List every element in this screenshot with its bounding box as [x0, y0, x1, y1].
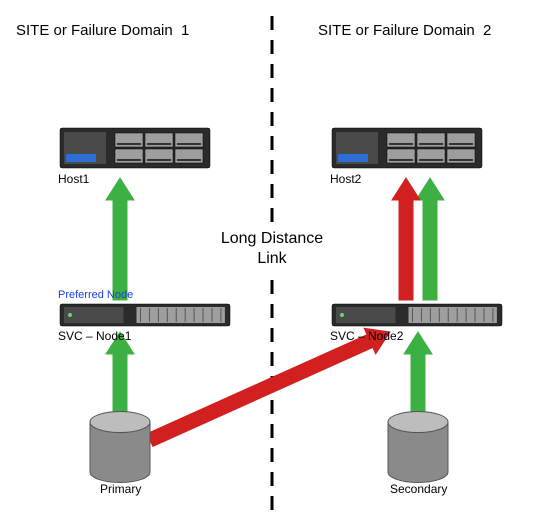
- long-distance-link-line2: Link: [210, 250, 334, 268]
- svc2-label: SVC – Node2: [330, 329, 403, 343]
- host1-label: Host1: [58, 172, 89, 186]
- svc1-label: SVC – Node1: [58, 329, 131, 343]
- host1-server: [60, 128, 210, 168]
- svc-node2: [332, 304, 502, 326]
- arrow-svc2-to-host2-red: [392, 178, 420, 300]
- long-distance-link-line1: Long Distance: [210, 230, 334, 248]
- arrow-prim-to-svc1: [106, 332, 134, 418]
- secondary-cylinder: [388, 412, 448, 483]
- site1-title: SITE or Failure Domain 1: [16, 22, 189, 39]
- arrow-svc1-to-host1: [106, 178, 134, 300]
- arrow-prim-to-svc2: [147, 328, 390, 446]
- arrow-sec-to-svc2: [404, 332, 432, 418]
- host2-label: Host2: [330, 172, 361, 186]
- primary-label: Primary: [100, 482, 141, 496]
- site2-title: SITE or Failure Domain 2: [318, 22, 491, 39]
- svc-node1: [60, 304, 230, 326]
- primary-cylinder: [90, 412, 150, 483]
- secondary-label: Secondary: [390, 482, 447, 496]
- preferred-node-label: Preferred Node: [58, 289, 133, 301]
- arrow-svc2-to-host2-green: [416, 178, 444, 300]
- host2-server: [332, 128, 482, 168]
